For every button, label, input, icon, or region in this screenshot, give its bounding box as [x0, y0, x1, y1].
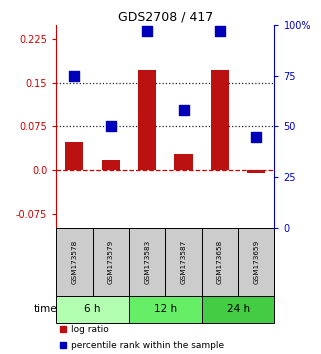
Bar — [129, 296, 202, 322]
Bar — [92, 228, 129, 296]
Text: GSM173658: GSM173658 — [217, 240, 223, 284]
Text: time: time — [33, 304, 57, 314]
Point — [254, 134, 259, 139]
Point — [144, 28, 150, 34]
Bar — [202, 296, 274, 322]
Text: GSM173579: GSM173579 — [108, 240, 114, 284]
Text: log ratio: log ratio — [72, 325, 109, 334]
Bar — [138, 70, 156, 170]
Bar — [102, 160, 120, 170]
Bar — [165, 228, 202, 296]
Point — [108, 124, 113, 129]
Bar — [56, 228, 92, 296]
Text: GSM173578: GSM173578 — [71, 240, 77, 284]
Bar — [202, 228, 238, 296]
Bar — [56, 296, 129, 322]
Bar — [238, 228, 274, 296]
Text: GSM173587: GSM173587 — [180, 240, 187, 284]
Bar — [65, 142, 83, 170]
Bar — [174, 154, 193, 170]
Bar — [211, 70, 229, 170]
Bar — [129, 228, 165, 296]
Point — [72, 73, 77, 79]
Text: percentile rank within the sample: percentile rank within the sample — [72, 341, 225, 350]
Text: 12 h: 12 h — [154, 304, 177, 314]
Point — [217, 28, 222, 34]
Text: GSM173583: GSM173583 — [144, 240, 150, 284]
Text: GSM173659: GSM173659 — [253, 240, 259, 284]
Point — [181, 107, 186, 113]
Text: 24 h: 24 h — [227, 304, 250, 314]
Title: GDS2708 / 417: GDS2708 / 417 — [118, 11, 213, 24]
Bar — [247, 170, 265, 173]
Text: 6 h: 6 h — [84, 304, 101, 314]
